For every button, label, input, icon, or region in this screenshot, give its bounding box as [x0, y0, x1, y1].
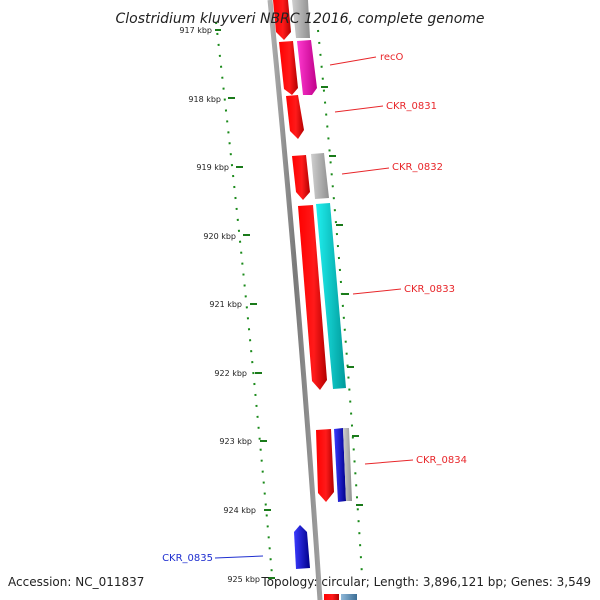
genome-stats-text: Topology: circular; Length: 3,896,121 bp…: [260, 575, 591, 589]
tick-label: 919 kbp: [196, 163, 229, 172]
pointer-line-CKR_0831: [334, 105, 384, 113]
gene-arrow-top-red: [273, 0, 291, 40]
gene-arrow-CKR_0833-red: [298, 205, 327, 390]
gene-arrow-CKR_0832-red: [292, 155, 310, 200]
tick-labels: 917 kbp 918 kbp 919 kbp 920 kbp 921 kbp …: [179, 26, 260, 584]
gene-block-CKR_0832-gray: [311, 153, 329, 199]
tick-label: 922 kbp: [214, 369, 247, 378]
tick-label: 917 kbp: [179, 26, 212, 35]
map-title: Clostridium kluyveri NBRC 12016, complet…: [115, 11, 484, 27]
gene-label-CKR_0833[interactable]: CKR_0833: [404, 284, 455, 295]
gene-arrow-CKR_0834-red: [316, 429, 334, 502]
tick-label: 923 kbp: [219, 437, 252, 446]
gene-block-CKR_0834-blue: [334, 428, 346, 502]
gene-block-CKR_0833-cyan: [316, 203, 346, 389]
gene-label-recO[interactable]: recO: [380, 52, 404, 63]
gene-block-bottom-steel: [341, 594, 357, 600]
gene-label-CKR_0835[interactable]: CKR_0835: [162, 553, 213, 564]
tick-marks: [215, 29, 363, 579]
pointer-line-CKR_0833: [352, 288, 402, 295]
pointer-line-CKR_0832: [341, 167, 390, 175]
tick-label: 925 kbp: [227, 575, 260, 584]
genome-backbone: [267, 0, 323, 600]
gene-arrow-recO-magenta: [297, 40, 317, 95]
gene-arrow-CKR_0835-blue: [294, 525, 310, 569]
gene-label-CKR_0832[interactable]: CKR_0832: [392, 162, 443, 173]
gene-label-CKR_0831[interactable]: CKR_0831: [386, 101, 437, 112]
label-pointer-lines: [214, 56, 414, 559]
accession-text: Accession: NC_011837: [8, 575, 144, 589]
gene-block-bottom-red: [324, 594, 339, 600]
tick-label: 920 kbp: [203, 232, 236, 241]
pointer-line-recO: [329, 56, 377, 66]
gene-label-CKR_0834[interactable]: CKR_0834: [416, 455, 467, 466]
gene-arrow-CKR_0831: [286, 95, 304, 139]
gc-track-inner: [215, 21, 273, 576]
gene-block-CKR_0834-gray: [343, 428, 352, 501]
tick-label: 921 kbp: [209, 300, 242, 309]
gene-arrow-recO-red: [279, 41, 298, 95]
pointer-line-CKR_0835: [214, 555, 264, 559]
gene-block-top-gray: [292, 0, 310, 38]
pointer-line-CKR_0834: [364, 459, 414, 465]
tick-label: 918 kbp: [188, 95, 221, 104]
tick-label: 924 kbp: [223, 506, 256, 515]
